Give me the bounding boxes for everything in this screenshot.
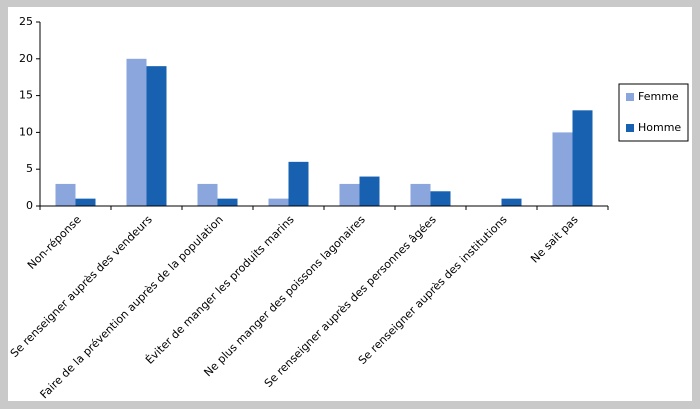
bar — [55, 183, 76, 206]
bar — [572, 110, 593, 206]
bar — [126, 58, 147, 206]
bar — [410, 183, 431, 206]
bar — [75, 198, 96, 206]
bar — [268, 198, 289, 206]
y-tick-label: 20 — [19, 52, 33, 65]
bar — [197, 183, 218, 206]
bar — [501, 198, 522, 206]
bar — [288, 161, 309, 206]
bar — [359, 176, 380, 206]
bar — [430, 191, 451, 206]
y-tick-label: 0 — [26, 199, 33, 212]
y-tick-label: 15 — [19, 89, 33, 102]
legend-label: Femme — [638, 90, 679, 103]
bar — [339, 183, 360, 206]
legend-label: Homme — [638, 121, 681, 134]
bar — [552, 132, 573, 206]
bar — [217, 198, 238, 206]
y-tick-label: 25 — [19, 15, 33, 28]
legend-swatch — [626, 93, 634, 101]
y-tick-label: 10 — [19, 125, 33, 138]
y-tick-label: 5 — [26, 162, 33, 175]
legend-swatch — [626, 124, 634, 132]
bar — [146, 66, 167, 206]
